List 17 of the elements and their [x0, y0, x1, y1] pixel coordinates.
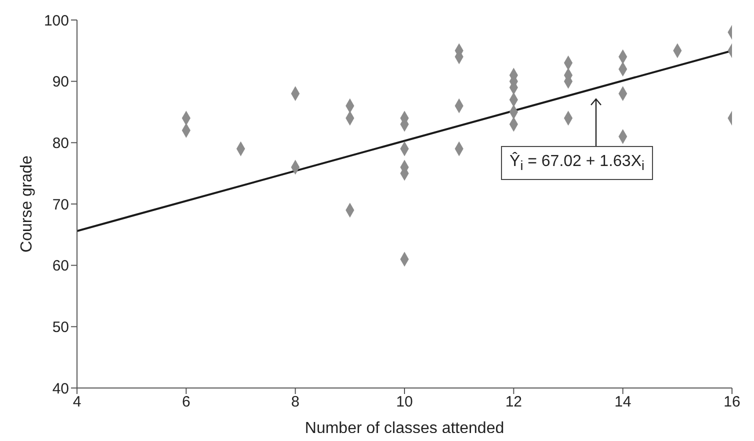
x-tick-label: 4: [72, 394, 82, 411]
y-tick-label: 40: [52, 380, 69, 398]
y-tick-label: 70: [52, 196, 69, 214]
x-tick-label: 8: [291, 394, 300, 411]
x-tick-label: 6: [182, 394, 190, 411]
x-tick-label: 16: [724, 394, 740, 411]
y-tick-label: 100: [44, 12, 69, 30]
y-axis-title: Course grade: [18, 155, 36, 252]
y-tick-label: 80: [52, 134, 69, 152]
x-tick-label: 14: [614, 394, 632, 411]
x-tick-label: 12: [505, 394, 522, 411]
x-axis-title: Number of classes attended: [304, 420, 504, 437]
y-tick-label: 60: [52, 258, 69, 275]
x-tick-label: 10: [396, 394, 413, 411]
y-tick-label: 90: [52, 74, 69, 91]
annotation: Ŷ$_{i}$ = 67.02 + 1.63X$_{i}$: [500, 146, 654, 180]
y-tick-label: 50: [52, 318, 69, 336]
